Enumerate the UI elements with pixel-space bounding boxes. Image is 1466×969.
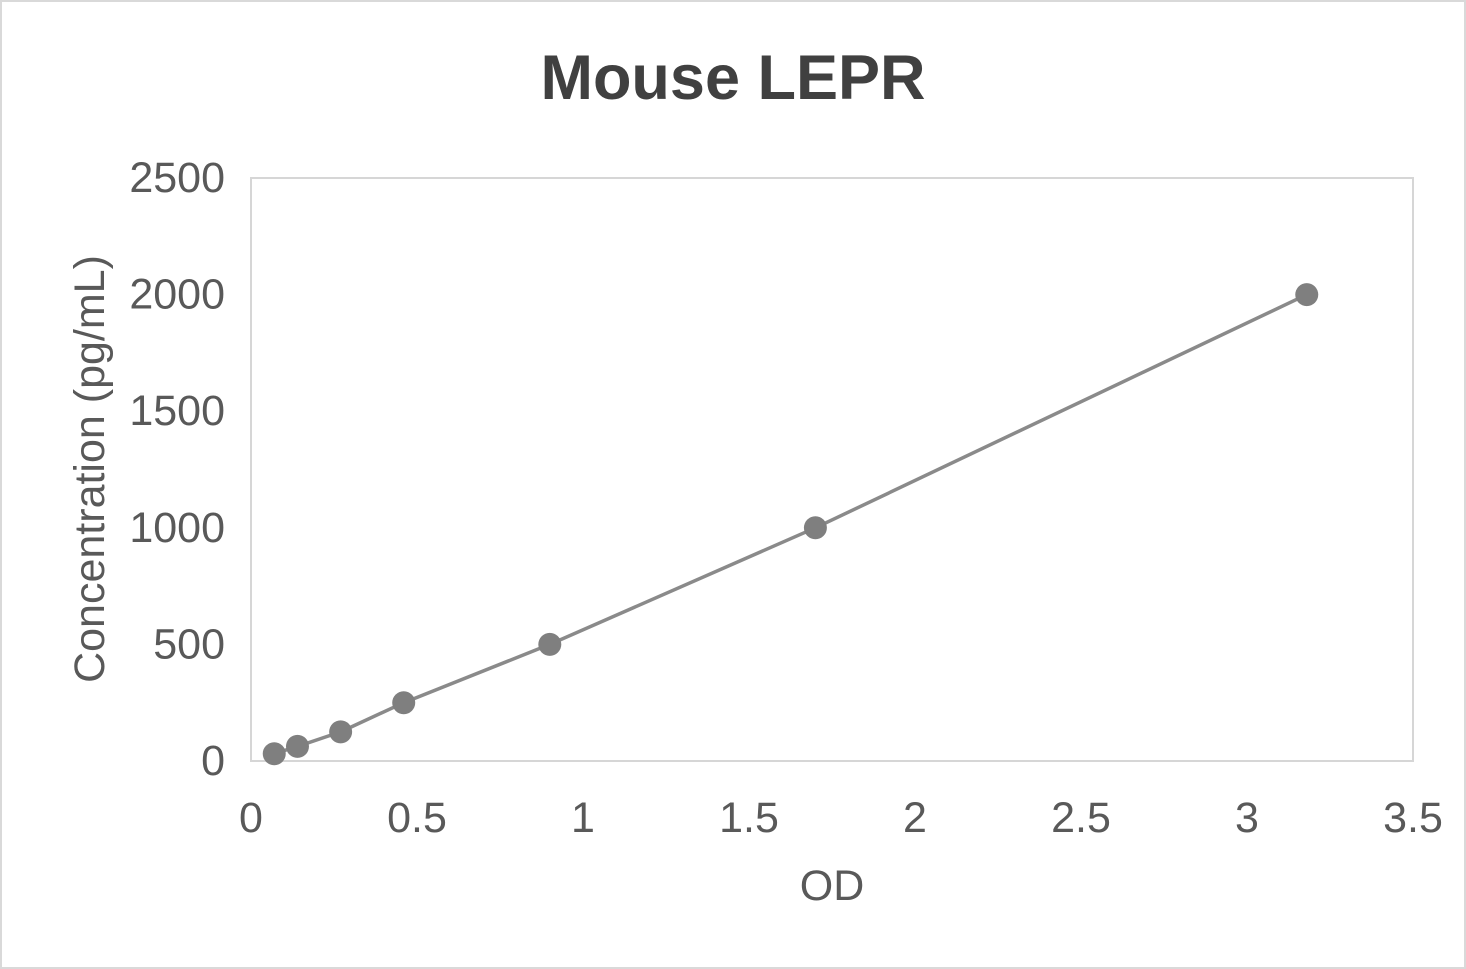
x-tick-label: 0 [239, 794, 263, 842]
series-line [272, 292, 1309, 756]
y-tick-label: 1000 [129, 504, 225, 552]
y-axis-title: Concentration (pg/mL) [66, 255, 114, 683]
y-tick-label: 500 [153, 620, 225, 668]
y-tick-label: 1500 [129, 387, 225, 435]
x-tick-label: 0.5 [387, 794, 447, 842]
x-tick-label: 3.5 [1383, 794, 1443, 842]
x-axis-tick-labels: 0 0.5 1 1.5 2 2.5 3 3.5 [239, 794, 1443, 842]
data-point-marker [329, 720, 353, 744]
x-axis-title: OD [800, 862, 865, 910]
data-point-marker [392, 691, 416, 715]
x-tick-label: 2.5 [1051, 794, 1111, 842]
x-tick-label: 3 [1235, 794, 1259, 842]
data-point-marker [803, 516, 827, 540]
series-layer [262, 283, 1319, 766]
data-point-marker [538, 632, 562, 656]
y-axis-tick-labels: 0 500 1000 1500 2000 2500 [129, 154, 225, 785]
x-tick-label: 2 [903, 794, 927, 842]
x-tick-label: 1 [571, 794, 595, 842]
y-tick-label: 2500 [129, 154, 225, 202]
y-tick-label: 0 [201, 737, 225, 785]
x-tick-label: 1.5 [719, 794, 779, 842]
chart-title: Mouse LEPR [540, 43, 925, 113]
y-tick-label: 2000 [129, 271, 225, 319]
plot-area-border [250, 177, 1414, 762]
data-point-marker [262, 742, 286, 766]
data-point-marker [1295, 283, 1319, 307]
data-point-marker [285, 734, 309, 758]
